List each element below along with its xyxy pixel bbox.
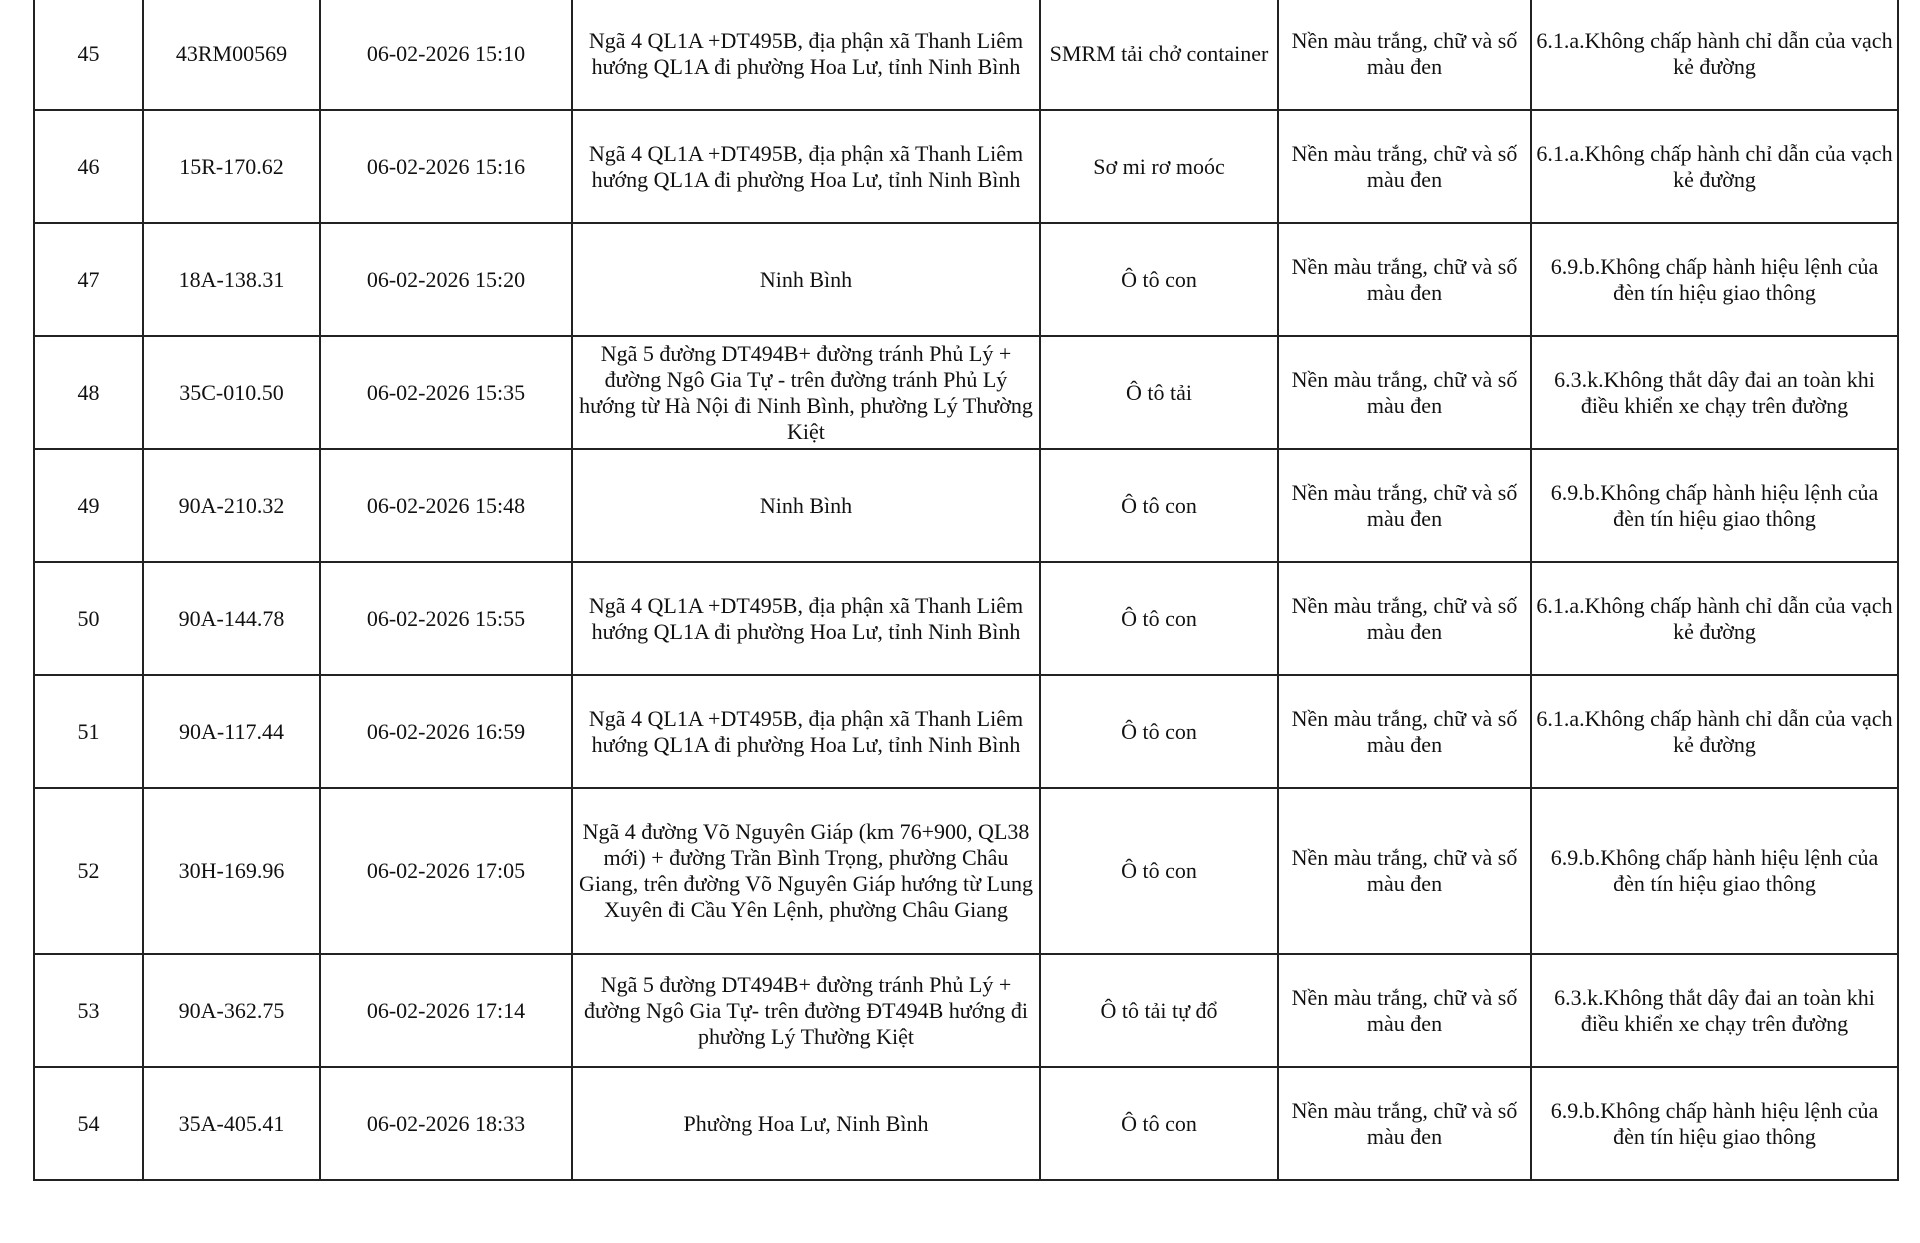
row-number-cell: 45 [33,0,144,111]
plate-color-cell: Nền màu trắng, chữ và số màu đen [1277,335,1532,450]
violation-time-cell: 06-02-2026 15:20 [319,222,573,337]
violation-description-cell: 6.3.k.Không thắt dây đai an toàn khi điề… [1530,335,1899,450]
vehicle-type-cell: Ô tô con [1039,1066,1279,1181]
vehicle-type-cell: Ô tô con [1039,787,1279,955]
violation-description-cell: 6.9.b.Không chấp hành hiệu lệnh của đèn … [1530,222,1899,337]
plate-color-cell: Nền màu trắng, chữ và số màu đen [1277,448,1532,563]
table-row: 51 90A-117.44 06-02-2026 16:59 Ngã 4 QL1A +… [33,674,1899,789]
table-row: 49 90A-210.32 06-02-2026 15:48 Ninh Bình Ô t… [33,448,1899,563]
violation-time-cell: 06-02-2026 15:10 [319,0,573,111]
row-number-cell: 52 [33,787,144,955]
plate-color-cell: Nền màu trắng, chữ và số màu đen [1277,787,1532,955]
violation-time-cell: 06-02-2026 17:14 [319,953,573,1068]
table-row: 53 90A-362.75 06-02-2026 17:14 Ngã 5 đường … [33,953,1899,1068]
plate-color-cell: Nền màu trắng, chữ và số màu đen [1277,109,1532,224]
table-row: 45 43RM00569 06-02-2026 15:10 Ngã 4 QL1A +D… [33,0,1899,111]
violation-location-cell: Ngã 4 QL1A +DT495B, địa phận xã Thanh Li… [571,674,1041,789]
row-number-cell: 50 [33,561,144,676]
license-plate-cell: 43RM00569 [142,0,321,111]
vehicle-type-cell: Ô tô con [1039,222,1279,337]
violation-location-cell: Ninh Bình [571,448,1041,563]
violation-time-cell: 06-02-2026 15:35 [319,335,573,450]
violation-location-cell: Ngã 4 đường Võ Nguyên Giáp (km 76+900, Q… [571,787,1041,955]
row-number-cell: 47 [33,222,144,337]
row-number-cell: 49 [33,448,144,563]
vehicle-type-cell: Ô tô con [1039,674,1279,789]
violation-location-cell: Ngã 5 đường DT494B+ đường tránh Phủ Lý +… [571,953,1041,1068]
license-plate-cell: 35A-405.41 [142,1066,321,1181]
table-row: 52 30H-169.96 06-02-2026 17:05 Ngã 4 đường … [33,787,1899,955]
violation-description-cell: 6.1.a.Không chấp hành chỉ dẫn của vạch k… [1530,674,1899,789]
row-number-cell: 48 [33,335,144,450]
vehicle-type-cell: SMRM tải chở container [1039,0,1279,111]
vehicle-type-cell: Ô tô con [1039,561,1279,676]
row-number-cell: 51 [33,674,144,789]
table-row: 47 18A-138.31 06-02-2026 15:20 Ninh Bình Ô t… [33,222,1899,337]
violation-location-cell: Ngã 5 đường DT494B+ đường tránh Phủ Lý +… [571,335,1041,450]
license-plate-cell: 35C-010.50 [142,335,321,450]
violation-time-cell: 06-02-2026 17:05 [319,787,573,955]
table-row: 54 35A-405.41 06-02-2026 18:33 Phường Hoa L… [33,1066,1899,1181]
violation-time-cell: 06-02-2026 15:16 [319,109,573,224]
vehicle-type-cell: Sơ mi rơ moóc [1039,109,1279,224]
violation-time-cell: 06-02-2026 15:55 [319,561,573,676]
plate-color-cell: Nền màu trắng, chữ và số màu đen [1277,953,1532,1068]
violation-description-cell: 6.9.b.Không chấp hành hiệu lệnh của đèn … [1530,1066,1899,1181]
violation-location-cell: Ninh Bình [571,222,1041,337]
violation-description-cell: 6.1.a.Không chấp hành chỉ dẫn của vạch k… [1530,109,1899,224]
row-number-cell: 53 [33,953,144,1068]
table-row: 46 15R-170.62 06-02-2026 15:16 Ngã 4 QL1A +… [33,109,1899,224]
violation-description-cell: 6.3.k.Không thắt dây đai an toàn khi điề… [1530,953,1899,1068]
violation-description-cell: 6.9.b.Không chấp hành hiệu lệnh của đèn … [1530,448,1899,563]
violation-location-cell: Ngã 4 QL1A +DT495B, địa phận xã Thanh Li… [571,0,1041,111]
table-body: 45 43RM00569 06-02-2026 15:10 Ngã 4 QL1A +D… [33,0,1899,1181]
violation-description-cell: 6.1.a.Không chấp hành chỉ dẫn của vạch k… [1530,561,1899,676]
plate-color-cell: Nền màu trắng, chữ và số màu đen [1277,561,1532,676]
violation-location-cell: Ngã 4 QL1A +DT495B, địa phận xã Thanh Li… [571,561,1041,676]
plate-color-cell: Nền màu trắng, chữ và số màu đen [1277,222,1532,337]
vehicle-type-cell: Ô tô tải [1039,335,1279,450]
table-row: 50 90A-144.78 06-02-2026 15:55 Ngã 4 QL1A +… [33,561,1899,676]
row-number-cell: 54 [33,1066,144,1181]
license-plate-cell: 18A-138.31 [142,222,321,337]
vehicle-type-cell: Ô tô tải tự đổ [1039,953,1279,1068]
plate-color-cell: Nền màu trắng, chữ và số màu đen [1277,674,1532,789]
violation-description-cell: 6.1.a.Không chấp hành chỉ dẫn của vạch k… [1530,0,1899,111]
violations-table: 45 43RM00569 06-02-2026 15:10 Ngã 4 QL1A +D… [33,0,1899,1181]
violation-time-cell: 06-02-2026 18:33 [319,1066,573,1181]
plate-color-cell: Nền màu trắng, chữ và số màu đen [1277,1066,1532,1181]
plate-color-cell: Nền màu trắng, chữ và số màu đen [1277,0,1532,111]
license-plate-cell: 15R-170.62 [142,109,321,224]
violation-location-cell: Ngã 4 QL1A +DT495B, địa phận xã Thanh Li… [571,109,1041,224]
violation-description-cell: 6.9.b.Không chấp hành hiệu lệnh của đèn … [1530,787,1899,955]
violation-time-cell: 06-02-2026 15:48 [319,448,573,563]
violation-time-cell: 06-02-2026 16:59 [319,674,573,789]
license-plate-cell: 90A-117.44 [142,674,321,789]
table-row: 48 35C-010.50 06-02-2026 15:35 Ngã 5 đường … [33,335,1899,450]
vehicle-type-cell: Ô tô con [1039,448,1279,563]
violation-location-cell: Phường Hoa Lư, Ninh Bình [571,1066,1041,1181]
license-plate-cell: 90A-210.32 [142,448,321,563]
license-plate-cell: 90A-144.78 [142,561,321,676]
license-plate-cell: 30H-169.96 [142,787,321,955]
row-number-cell: 46 [33,109,144,224]
license-plate-cell: 90A-362.75 [142,953,321,1068]
